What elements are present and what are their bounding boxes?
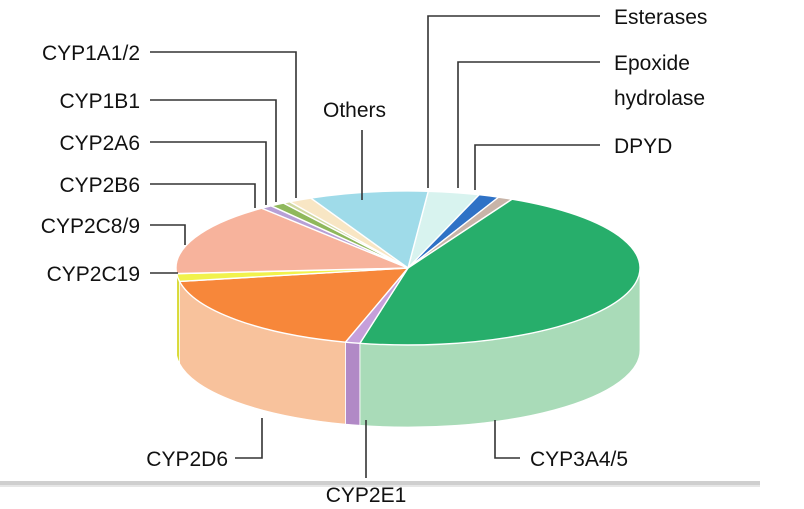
label-cyp2a6: CYP2A6 xyxy=(59,132,140,155)
leader-cyp2c89 xyxy=(150,224,186,245)
leader-lines xyxy=(150,15,600,478)
leader-cyp1a12 xyxy=(150,51,297,198)
label-epoxide-line1: Epoxide xyxy=(614,52,690,75)
slice-side-cyp2c8-9 xyxy=(175,267,178,356)
slice-cyp3a4-5 xyxy=(359,198,641,346)
label-cyp2c89: CYP2C8/9 xyxy=(41,215,140,238)
label-cyp2e1: CYP2E1 xyxy=(326,484,407,507)
label-cyp2b6: CYP2B6 xyxy=(59,174,140,197)
label-esterases: Esterases xyxy=(614,6,707,29)
pie-top-faces xyxy=(175,190,641,346)
leader-cyp1b1 xyxy=(150,99,277,202)
slice-labels: Esterases Epoxide hydrolase DPYD Others … xyxy=(41,6,708,507)
leader-cyp2d6 xyxy=(235,418,263,459)
slice-side-cyp2c19 xyxy=(176,273,180,364)
label-epoxide-line2: hydrolase xyxy=(614,87,705,110)
label-cyp1b1: CYP1B1 xyxy=(59,90,140,113)
slice-cyp2d6 xyxy=(178,267,409,343)
leader-esterases xyxy=(427,15,600,188)
bottom-divider xyxy=(0,481,760,485)
label-cyp2c19: CYP2C19 xyxy=(47,263,140,286)
label-cyp2d6: CYP2D6 xyxy=(146,448,228,471)
leader-cyp2a6 xyxy=(150,141,267,205)
label-cyp1a12: CYP1A1/2 xyxy=(42,42,140,65)
leader-dpyd xyxy=(474,144,600,190)
leader-epoxide xyxy=(457,61,600,188)
leader-cyp3a45 xyxy=(494,420,520,459)
label-cyp3a45: CYP3A4/5 xyxy=(530,448,628,471)
leader-cyp2b6 xyxy=(150,183,256,208)
label-others: Others xyxy=(323,99,386,122)
slice-cyp2c8-9 xyxy=(175,207,409,275)
bottom-divider-shadow xyxy=(0,485,760,487)
pie-side-wall xyxy=(175,267,641,428)
slice-others xyxy=(310,190,429,269)
label-dpyd: DPYD xyxy=(614,135,672,158)
slice-side-cyp2e1 xyxy=(345,341,361,426)
